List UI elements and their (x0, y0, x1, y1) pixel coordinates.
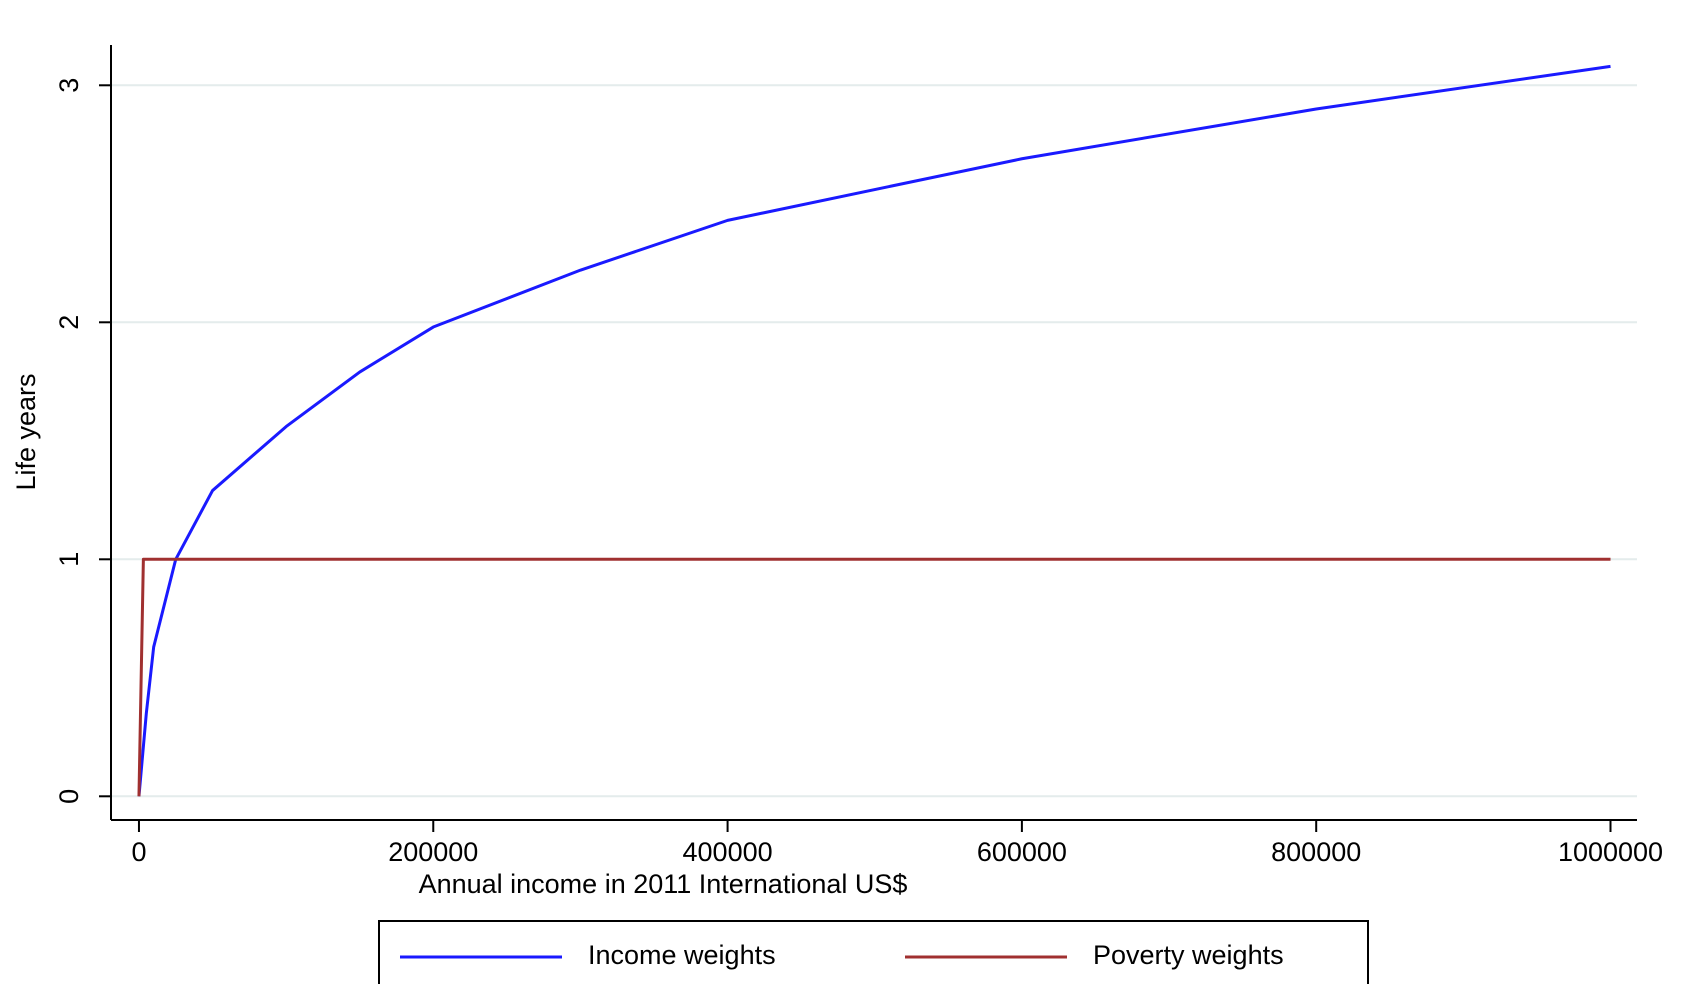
x-tick-label: 600000 (977, 837, 1067, 867)
y-tick-label: 3 (54, 78, 84, 93)
x-tick-label: 400000 (683, 837, 773, 867)
x-tick-label: 800000 (1271, 837, 1361, 867)
legend-box (378, 920, 1369, 984)
x-tick-label: 0 (131, 837, 146, 867)
line (137, 64, 1611, 797)
y-tick-label: 1 (54, 552, 84, 567)
x-axis-label: Annual income in 2011 International US$ (419, 869, 908, 899)
y-tick-label: 2 (54, 315, 84, 330)
legend-label: Poverty weights (1093, 940, 1284, 970)
line (137, 557, 1611, 797)
x-tick-label: 200000 (388, 837, 478, 867)
y-tick-label: 0 (54, 789, 84, 804)
y-axis-label: Life years (11, 373, 41, 490)
x-tick-label: 1000000 (1558, 837, 1663, 867)
legend-label: Income weights (588, 940, 776, 970)
